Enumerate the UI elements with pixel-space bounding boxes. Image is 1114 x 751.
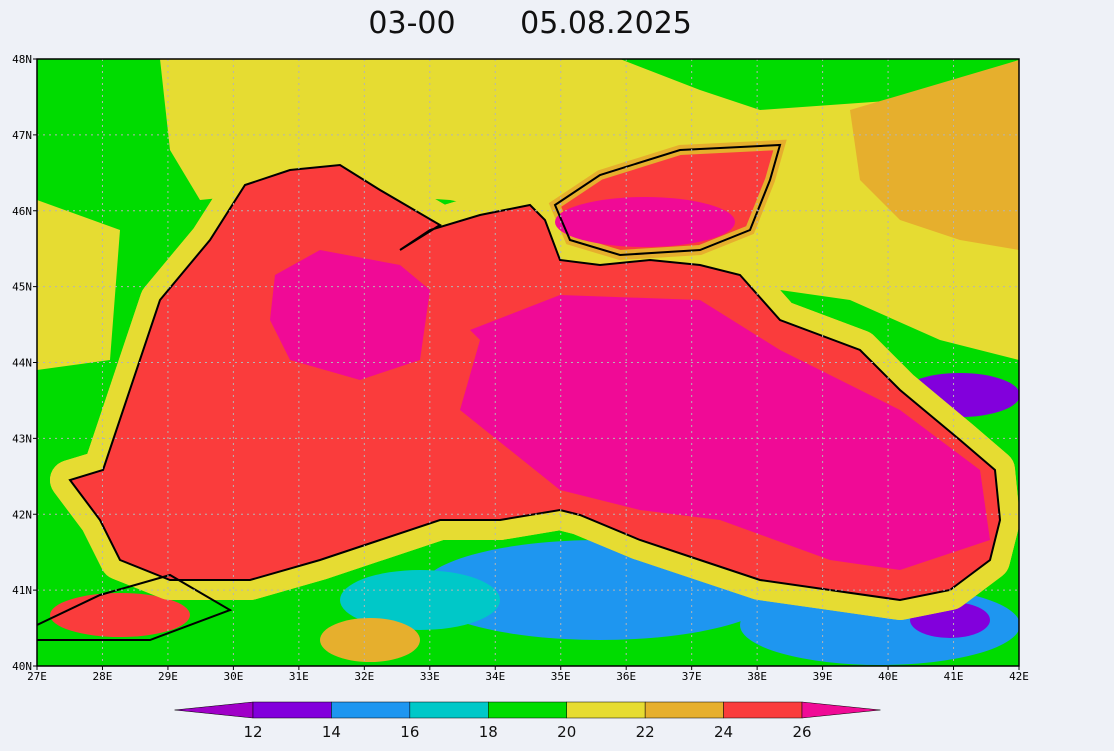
colorbar-label: 14 (322, 723, 341, 741)
field-yellow-west (37, 200, 120, 370)
lat-tick-label: 45N (12, 281, 32, 294)
lat-tick-label: 43N (12, 432, 32, 445)
lon-tick-label: 40E (878, 670, 898, 683)
lon-tick-label: 38E (747, 670, 767, 683)
lon-tick-label: 36E (616, 670, 636, 683)
field-orange (850, 60, 1019, 250)
colorbar-label: 16 (400, 723, 419, 741)
title-date: 05.08.2025 (520, 6, 692, 41)
title-time: 03-00 (368, 6, 455, 41)
lon-tick-label: 39E (813, 670, 833, 683)
colorbar-label: 26 (792, 723, 811, 741)
colorbar-label: 22 (636, 723, 655, 741)
colorbar-segment (644, 701, 724, 719)
colorbar-segment (723, 701, 803, 719)
lon-tick-label: 29E (158, 670, 178, 683)
colorbar-segment (409, 701, 489, 719)
azov-coastline (553, 143, 782, 257)
colorbar-segment (331, 701, 411, 719)
lat-tick-label: 47N (12, 129, 32, 142)
lon-tick-label: 31E (289, 670, 309, 683)
sea (37, 139, 1019, 641)
lon-tick-label: 41E (944, 670, 964, 683)
colorbar-segment (488, 701, 567, 719)
colorbar-label: 20 (557, 723, 576, 741)
colorbar-label: 24 (714, 723, 733, 741)
colorbar-segment (252, 701, 332, 719)
field-teal (340, 570, 500, 630)
colorbar: 12 14 16 18 20 22 24 26 (174, 701, 881, 741)
colorbar-segment (566, 701, 646, 719)
lon-tick-label: 34E (485, 670, 505, 683)
lat-tick-label: 40N (12, 660, 32, 673)
lon-tick-label: 32E (354, 670, 374, 683)
lon-tick-label: 33E (420, 670, 440, 683)
coastline (68, 163, 1002, 602)
sea-pink-east (460, 295, 990, 570)
lat-tick-label: 42N (12, 508, 32, 521)
lon-tick-label: 27E (27, 670, 47, 683)
lon-tick-label: 35E (551, 670, 571, 683)
lat-tick-label: 46N (12, 205, 32, 218)
graticule: 27E 28E 29E 30E 31E 32E 33E 34E 35E 36E 37E 38E 39E 4… (12, 53, 1029, 683)
colorbar-label: 18 (479, 723, 498, 741)
colorbar-over (801, 701, 881, 719)
field-orange-south (320, 618, 420, 662)
lat-tick-label: 41N (12, 584, 32, 597)
field-red-marmara (50, 593, 190, 637)
lon-tick-label: 28E (93, 670, 113, 683)
sea-pink-west (270, 250, 430, 380)
lon-tick-label: 30E (223, 670, 243, 683)
marmara-coastline (37, 573, 233, 641)
sst-field (37, 59, 1019, 666)
lat-tick-label: 48N (12, 53, 32, 66)
lat-tick-label: 44N (12, 357, 32, 370)
lon-tick-label: 42E (1009, 670, 1029, 683)
colorbar-under (174, 701, 254, 719)
colorbar-label: 12 (243, 723, 262, 741)
lon-tick-label: 37E (682, 670, 702, 683)
plot-frame (36, 58, 1020, 667)
azov-pink (555, 197, 735, 247)
